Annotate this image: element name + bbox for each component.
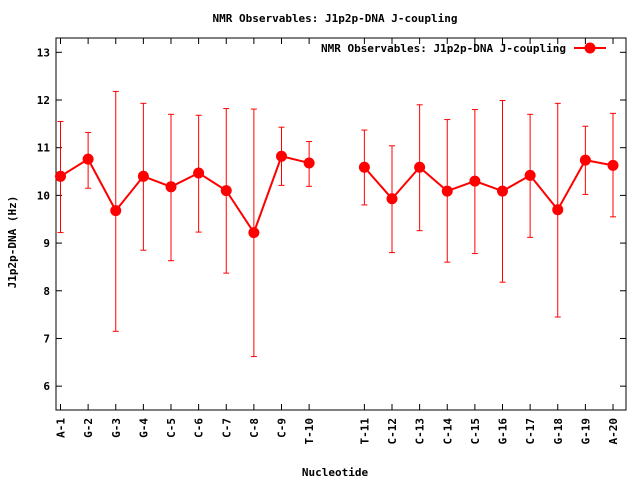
x-tick-label: T-11 bbox=[358, 418, 371, 445]
data-point bbox=[193, 167, 205, 179]
x-tick-label: C-12 bbox=[386, 418, 399, 445]
legend-marker-sample bbox=[584, 42, 596, 54]
data-point bbox=[524, 169, 536, 181]
series-line-segment bbox=[114, 175, 145, 212]
x-tick-label: G-18 bbox=[552, 418, 565, 445]
x-tick-label: C-7 bbox=[220, 418, 233, 438]
x-tick-label: A-20 bbox=[607, 418, 620, 445]
series-line-segment bbox=[391, 166, 421, 200]
series-line-segment bbox=[529, 174, 559, 211]
x-tick-label: G-19 bbox=[579, 418, 592, 445]
x-tick-label: C-5 bbox=[165, 418, 178, 438]
x-tick-label: C-14 bbox=[441, 418, 454, 445]
legend-label: NMR Observables: J1p2p-DNA J-coupling bbox=[321, 42, 566, 55]
plot-frame bbox=[55, 37, 627, 411]
series-line-segment bbox=[252, 155, 283, 233]
data-point bbox=[248, 227, 260, 239]
data-point bbox=[579, 154, 591, 166]
x-axis: A-1 G-2 G-3 G-4 C-5 C-6 C-7 C-8 C-9 T-10 T-11 C-12 C… bbox=[55, 38, 620, 445]
data-point bbox=[414, 161, 426, 173]
x-tick-label: G-16 bbox=[497, 418, 510, 445]
data-point bbox=[552, 204, 564, 216]
series-line-segment bbox=[418, 166, 448, 192]
series-line-segment bbox=[225, 190, 255, 234]
x-tick-label: C-13 bbox=[414, 418, 427, 445]
x-axis-label: Nucleotide bbox=[302, 466, 369, 479]
data-point bbox=[220, 185, 232, 197]
legend: NMR Observables: J1p2p-DNA J-coupling bbox=[321, 42, 606, 55]
y-tick-label: 6 bbox=[43, 380, 50, 393]
data-point bbox=[55, 170, 66, 182]
y-tick-label: 10 bbox=[37, 189, 50, 202]
series-group bbox=[55, 90, 619, 358]
series-line-segment bbox=[87, 158, 117, 212]
data-point bbox=[276, 150, 287, 162]
x-tick-label: C-9 bbox=[276, 418, 289, 438]
series-line-segment bbox=[556, 159, 587, 211]
data-point bbox=[303, 157, 315, 169]
y-axis: 6 7 8 9 10 11 12 13 bbox=[37, 46, 626, 393]
x-tick-label: G-4 bbox=[137, 418, 150, 438]
series-line-segment bbox=[363, 166, 393, 200]
data-point bbox=[497, 185, 508, 197]
x-tick-label: T-10 bbox=[303, 418, 316, 445]
data-point bbox=[607, 159, 619, 171]
data-point bbox=[358, 161, 370, 173]
data-point bbox=[386, 193, 398, 205]
data-point bbox=[110, 205, 122, 217]
y-tick-label: 11 bbox=[37, 142, 51, 155]
y-tick-label: 9 bbox=[43, 237, 50, 250]
y-tick-label: 8 bbox=[43, 285, 50, 298]
data-point bbox=[82, 153, 94, 165]
chart-title: NMR Observables: J1p2p-DNA J-coupling bbox=[212, 12, 457, 25]
x-tick-label: C-8 bbox=[248, 418, 261, 438]
y-axis-label: J1p2p-DNA (Hz) bbox=[6, 196, 19, 289]
x-tick-label: C-6 bbox=[193, 418, 206, 438]
x-tick-label: G-3 bbox=[110, 418, 123, 438]
data-point bbox=[441, 185, 453, 197]
y-tick-label: 12 bbox=[37, 94, 50, 107]
y-tick-label: 7 bbox=[43, 332, 50, 345]
x-tick-label: G-2 bbox=[82, 418, 95, 438]
data-point bbox=[469, 175, 481, 187]
x-tick-label: C-15 bbox=[469, 418, 482, 445]
data-point bbox=[165, 181, 177, 193]
y-tick-label: 13 bbox=[37, 46, 50, 59]
x-tick-label: C-17 bbox=[524, 418, 537, 445]
data-point bbox=[137, 170, 149, 182]
x-tick-label: A-1 bbox=[55, 418, 68, 438]
